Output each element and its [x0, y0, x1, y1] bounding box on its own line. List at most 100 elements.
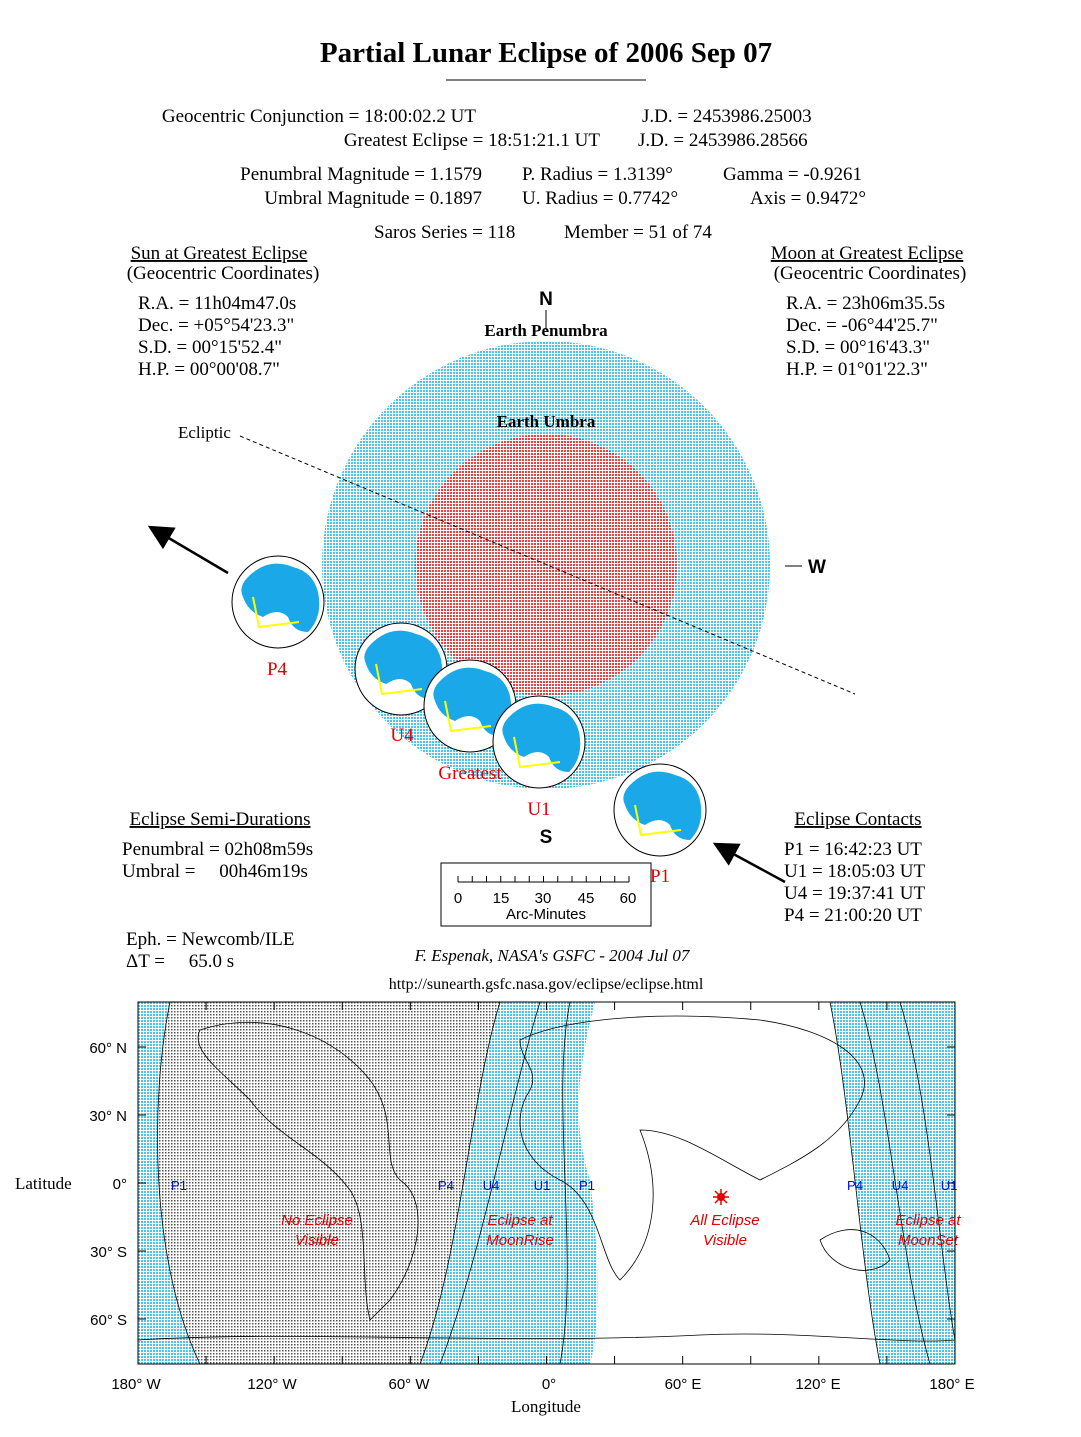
svg-text:Eclipse at: Eclipse at — [487, 1212, 553, 1229]
svg-text:60° E: 60° E — [665, 1376, 702, 1393]
shadow-diagram: N Earth Penumbra Earth Umbra S W Eclipti… — [147, 289, 856, 887]
contact-p1: P1 = 16:42:23 UT — [784, 839, 922, 860]
americas-outline — [197, 1021, 419, 1321]
moon-u1: U1 — [492, 695, 586, 820]
svg-text:P1: P1 — [171, 1178, 187, 1193]
ephemeris: Eph. = Newcomb/ILE — [126, 929, 294, 950]
conjunction-jd: J.D. = 2453986.25003 — [642, 106, 812, 127]
conjunction: Geocentric Conjunction = 18:00:02.2 UT — [162, 106, 477, 127]
saros-series: Saros Series = 118 — [374, 222, 515, 243]
svg-text:U1: U1 — [534, 1178, 551, 1193]
svg-text:P4: P4 — [847, 1178, 863, 1193]
saros-member: Member = 51 of 74 — [564, 222, 712, 243]
svg-text:60° W: 60° W — [388, 1376, 430, 1393]
ecliptic-line — [239, 435, 856, 695]
axis: Axis = 0.9472° — [750, 188, 866, 209]
latitude-label: Latitude — [15, 1174, 72, 1193]
svg-text:15: 15 — [493, 890, 510, 907]
contact-u4: U4 = 19:37:41 UT — [784, 883, 925, 904]
ecliptic-label: Ecliptic — [178, 423, 231, 442]
umbra-circle — [415, 434, 677, 696]
moon-hp: H.P. = 01°01'22.3" — [786, 359, 928, 380]
semi-title: Eclipse Semi-Durations — [130, 809, 311, 830]
p-radius: P. Radius = 1.3139° — [522, 164, 673, 185]
source-url: http://sunearth.gsfc.nasa.gov/eclipse/ec… — [389, 976, 704, 993]
svg-text:0°: 0° — [113, 1176, 127, 1193]
motion-arrow-icon — [712, 842, 786, 884]
gamma: Gamma = -0.9261 — [723, 164, 862, 185]
semi-penumbral: Penumbral = 02h08m59s — [122, 839, 313, 860]
svg-text:MoonSet: MoonSet — [898, 1232, 959, 1249]
subsolar-point-icon — [713, 1189, 729, 1205]
svg-text:0°: 0° — [542, 1376, 556, 1393]
moon-p1: P1 — [613, 763, 707, 887]
semi-umbral: Umbral = 00h46m19s — [122, 861, 308, 882]
umbra-label: Earth Umbra — [497, 412, 596, 431]
eclipse-contacts: Eclipse Contacts P1 = 16:42:23 UT U1 = 1… — [784, 809, 925, 926]
contact-u1: U1 = 18:05:03 UT — [784, 861, 925, 882]
penumbral-magnitude: Penumbral Magnitude = 1.1579 — [240, 164, 482, 185]
moon-label: U4 — [390, 725, 414, 746]
moon-surface — [433, 667, 512, 736]
penumbra-label: Earth Penumbra — [484, 321, 608, 340]
moon-sd: S.D. = 00°16'43.3" — [786, 337, 930, 358]
eurasia-africa-outline — [519, 1015, 865, 1281]
moon-p4: P4 — [231, 555, 325, 680]
svg-text:U4: U4 — [892, 1178, 909, 1193]
motion-arrow-icon — [147, 525, 229, 575]
sun-dec: Dec. = +05°54'23.3" — [138, 315, 294, 336]
svg-text:P1: P1 — [579, 1178, 595, 1193]
australia-outline — [819, 1229, 891, 1271]
moon-u4: U4 — [354, 622, 448, 746]
u-radius: U. Radius = 0.7742° — [522, 188, 678, 209]
scale-bar: 0 15 30 45 60 Arc-Minutes — [440, 862, 652, 927]
svg-text:U1: U1 — [941, 1178, 958, 1193]
moon-coordinates: Moon at Greatest Eclipse (Geocentric Coo… — [771, 243, 967, 380]
umbral-magnitude: Umbral Magnitude = 0.1897 — [264, 188, 482, 209]
sun-hp: H.P. = 00°00'08.7" — [138, 359, 280, 380]
moon-surface — [241, 563, 320, 632]
antarctica-outline — [138, 1333, 955, 1342]
visibility-map: Latitude Longitude 60° N 30° N 0° 30° S … — [15, 1001, 975, 1416]
sun-subtitle: (Geocentric Coordinates) — [127, 263, 320, 284]
svg-text:P4: P4 — [438, 1178, 454, 1193]
semi-durations: Eclipse Semi-Durations Penumbral = 02h08… — [122, 809, 313, 882]
longitude-label: Longitude — [511, 1397, 581, 1416]
svg-text:All Eclipse: All Eclipse — [689, 1212, 759, 1229]
moon-label: P4 — [267, 659, 288, 680]
south-label: S — [540, 827, 553, 848]
greatest-jd: J.D. = 2453986.28566 — [638, 130, 808, 151]
west-label: W — [808, 557, 826, 578]
svg-text:30° S: 30° S — [90, 1244, 127, 1261]
svg-text:120° E: 120° E — [795, 1376, 840, 1393]
moon-surface — [502, 703, 581, 772]
moon-label: Greatest — [438, 763, 502, 784]
moon-dec: Dec. = -06°44'25.7" — [786, 315, 938, 336]
svg-text:60° N: 60° N — [89, 1040, 127, 1057]
moon-surface — [623, 771, 702, 840]
svg-text:120° W: 120° W — [247, 1376, 297, 1393]
contact-p4: P4 = 21:00:20 UT — [784, 905, 922, 926]
svg-text:180° W: 180° W — [111, 1376, 161, 1393]
svg-text:Eclipse at: Eclipse at — [895, 1212, 961, 1229]
svg-text:Visible: Visible — [703, 1232, 747, 1249]
credit: F. Espenak, NASA's GSFC - 2004 Jul 07 — [414, 946, 691, 965]
no-eclipse-region — [157, 1002, 500, 1364]
svg-text:30° N: 30° N — [89, 1108, 127, 1125]
greatest-eclipse: Greatest Eclipse = 18:51:21.1 UT — [344, 130, 600, 151]
moon-greatest: Greatest — [423, 659, 517, 784]
svg-text:Arc-Minutes: Arc-Minutes — [506, 906, 586, 923]
moon-label: P1 — [650, 866, 670, 887]
moon-surface — [364, 630, 443, 699]
moon-subtitle: (Geocentric Coordinates) — [774, 263, 967, 284]
svg-text:Visible: Visible — [295, 1232, 339, 1249]
moon-label: U1 — [527, 799, 550, 820]
all-eclipse-region — [578, 1002, 880, 1364]
svg-text:60: 60 — [620, 890, 637, 907]
svg-text:0: 0 — [454, 890, 462, 907]
contacts-title: Eclipse Contacts — [794, 809, 921, 830]
page-title: Partial Lunar Eclipse of 2006 Sep 07 — [320, 37, 772, 69]
sun-ra: R.A. = 11h04m47.0s — [138, 293, 296, 314]
moon-title: Moon at Greatest Eclipse — [771, 243, 964, 264]
